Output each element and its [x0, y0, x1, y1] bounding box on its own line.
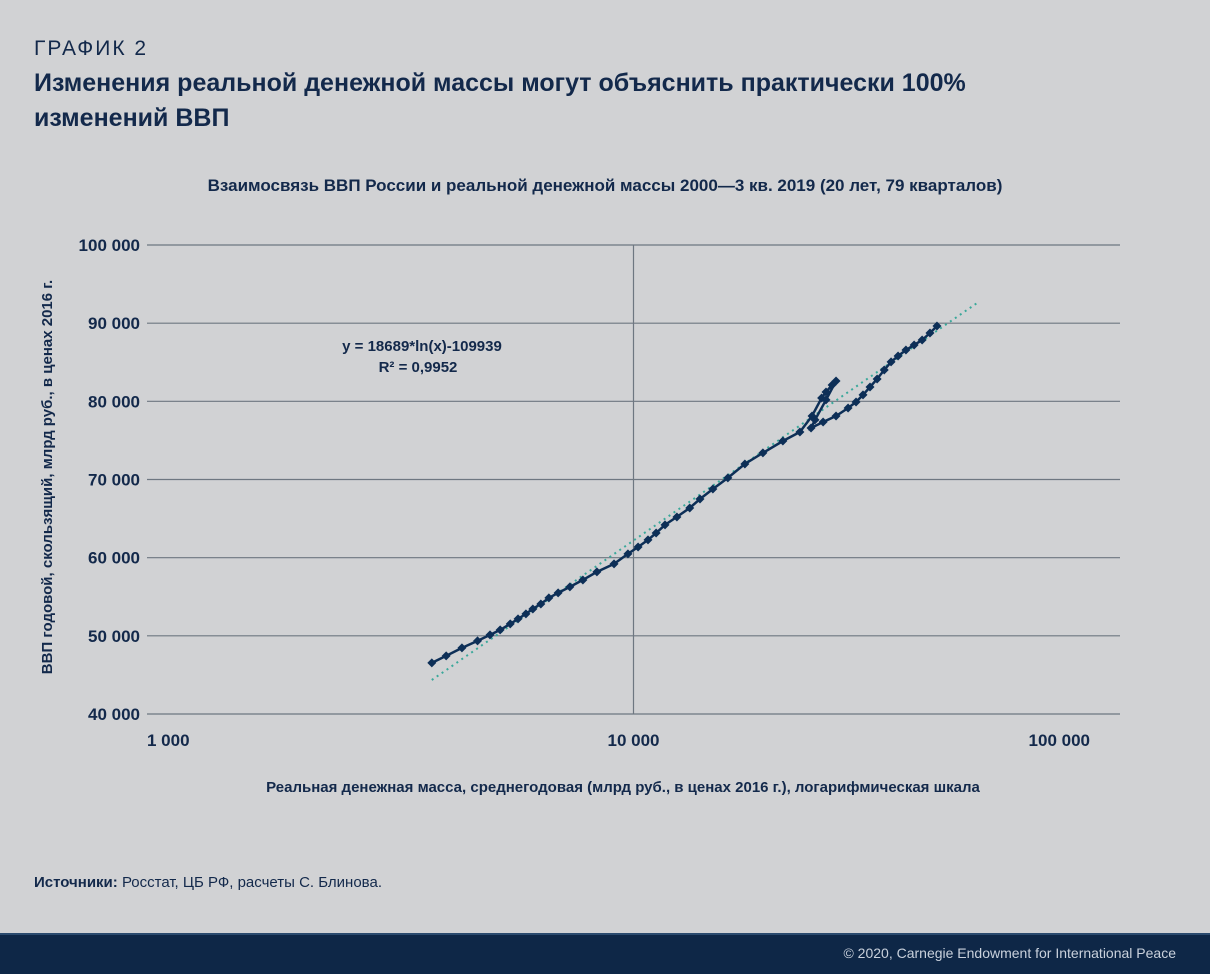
data-point: [872, 374, 882, 384]
data-point: [544, 593, 554, 603]
data-point: [795, 427, 805, 437]
data-point: [592, 567, 602, 577]
data-point: [925, 328, 935, 338]
data-point: [485, 630, 495, 640]
data-point: [758, 448, 768, 458]
page-title: Изменения реальной денежной массы могут …: [34, 69, 966, 132]
copyright: © 2020, Carnegie Endowment for Internati…: [843, 945, 1176, 961]
y-tick-label: 50 000: [88, 627, 140, 646]
footer-bar: © 2020, Carnegie Endowment for Internati…: [0, 933, 1210, 974]
data-point: [886, 357, 896, 367]
y-tick-label: 80 000: [88, 392, 140, 411]
y-tick-label: 100 000: [79, 236, 140, 255]
x-axis-label: Реальная денежная масса, среднегодовая (…: [266, 779, 980, 796]
data-point: [917, 335, 927, 345]
data-point: [565, 582, 575, 592]
data-point: [695, 494, 705, 504]
data-point: [651, 528, 661, 538]
data-point: [932, 321, 942, 331]
data-point: [505, 619, 515, 629]
data-point: [893, 351, 903, 361]
x-tick-label: 10 000: [608, 731, 660, 750]
source-text: Росстат, ЦБ РФ, расчеты С. Блинова.: [117, 874, 382, 891]
data-point: [909, 340, 919, 350]
data-point: [740, 459, 750, 469]
data-point: [441, 651, 451, 661]
data-point: [831, 376, 841, 386]
y-tick-label: 40 000: [88, 705, 140, 724]
x-tick-labels: 1 000 10 000 100 000: [147, 731, 1090, 750]
y-tick-label: 70 000: [88, 471, 140, 490]
data-point: [427, 658, 437, 668]
data-point: [553, 588, 563, 598]
data-point: [708, 484, 718, 494]
data-point: [806, 423, 816, 433]
data-point: [810, 415, 820, 425]
data-point: [818, 417, 828, 427]
data-point: [672, 512, 682, 522]
x-tick-label: 100 000: [1029, 731, 1090, 750]
data-point: [821, 387, 831, 397]
data-point: [865, 382, 875, 392]
data-point: [831, 411, 841, 421]
data-point: [495, 625, 505, 635]
data-point: [643, 535, 653, 545]
data-point: [513, 614, 523, 624]
y-axis-label: ВВП годовой, скользящий, млрд руб., в це…: [39, 280, 56, 674]
data-point: [851, 397, 861, 407]
chart-number: ГРАФИК 2: [34, 37, 149, 60]
data-point: [528, 604, 538, 614]
data-point: [536, 599, 546, 609]
data-point: [843, 403, 853, 413]
data-point: [623, 549, 633, 559]
data-point: [473, 636, 483, 646]
y-tick-label: 90 000: [88, 314, 140, 333]
trend-r2: R² = 0,9952: [379, 359, 458, 376]
data-point: [879, 365, 889, 375]
data-point: [578, 575, 588, 585]
y-tick-labels: 40 000 50 000 60 000 70 000 80 000 90 000 100 …: [79, 236, 140, 724]
data-point: [660, 520, 670, 530]
data-point: [521, 609, 531, 619]
data-point: [633, 542, 643, 552]
data-point: [901, 345, 911, 355]
series-line: [431, 325, 938, 665]
trend-equation: y = 18689*ln(x)-109939: [342, 338, 502, 355]
data-point: [609, 559, 619, 569]
data-point: [858, 390, 868, 400]
source-label: Источники:: [34, 874, 118, 891]
data-point: [821, 395, 831, 405]
data-point: [723, 473, 733, 483]
x-tick-label: 1 000: [147, 731, 190, 750]
y-tick-label: 60 000: [88, 549, 140, 568]
chart-title: Взаимосвязь ВВП России и реальной денежн…: [207, 176, 1003, 195]
data-point: [457, 643, 467, 653]
source-note: Источники: Росстат, ЦБ РФ, расчеты С. Бл…: [34, 874, 382, 891]
data-point: [685, 503, 695, 513]
gridlines: [147, 244, 1120, 715]
data-point: [778, 436, 788, 446]
data-points: [427, 321, 942, 668]
